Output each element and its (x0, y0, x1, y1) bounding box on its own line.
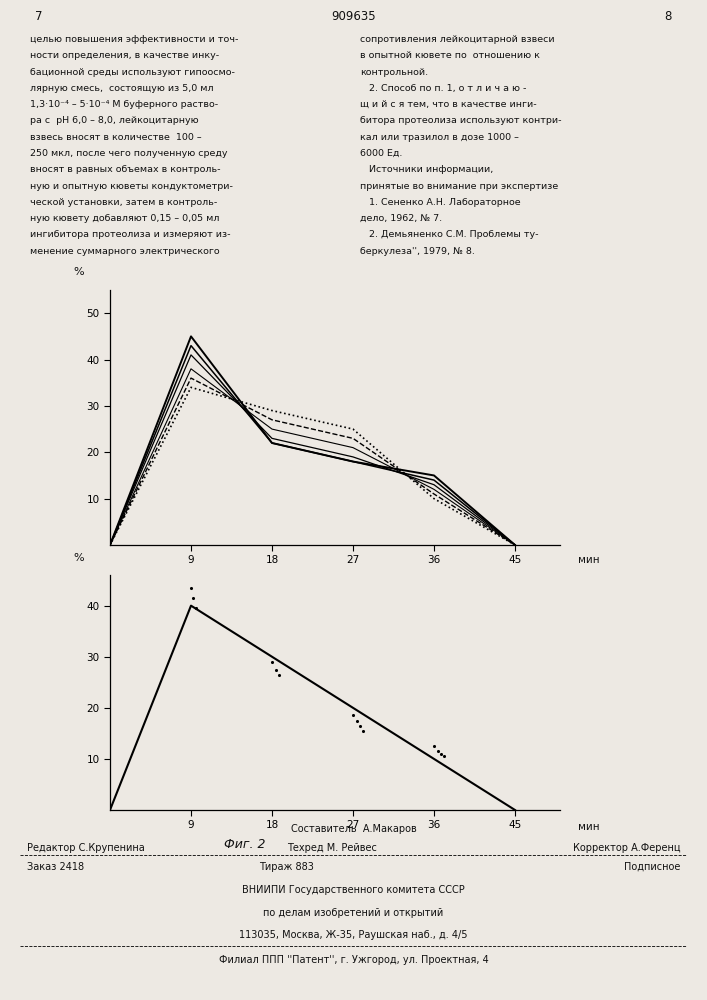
Point (274, 667, 285, 683)
Text: мин: мин (578, 555, 600, 565)
Text: ную кювету добавляют 0,15 – 0,05 мл: ную кювету добавляют 0,15 – 0,05 мл (30, 214, 219, 223)
Text: Корректор А.Ференц: Корректор А.Ференц (573, 843, 680, 853)
Point (185, 580, 197, 596)
Point (190, 600, 201, 616)
Text: лярную смесь,  состоящую из 5,0 мл: лярную смесь, состоящую из 5,0 мл (30, 84, 214, 93)
Point (187, 590, 199, 606)
Text: 113035, Москва, Ж-35, Раушская наб., д. 4/5: 113035, Москва, Ж-35, Раушская наб., д. … (239, 930, 468, 940)
Point (267, 654, 278, 670)
Point (357, 723, 368, 739)
Point (428, 738, 440, 754)
Text: ВНИИПИ Государственного комитета СССР: ВНИИПИ Государственного комитета СССР (242, 885, 465, 895)
Text: вносят в равных объемах в контроль-: вносят в равных объемах в контроль- (30, 165, 221, 174)
Text: Подписное: Подписное (624, 862, 680, 872)
Point (354, 718, 366, 734)
Text: 7: 7 (35, 10, 43, 23)
Text: сопротивления лейкоцитарной взвеси: сопротивления лейкоцитарной взвеси (360, 35, 554, 44)
Text: мин: мин (578, 822, 600, 832)
Text: 250 мкл, после чего полученную среду: 250 мкл, после чего полученную среду (30, 149, 228, 158)
Point (432, 743, 443, 759)
Text: принятые во внимание при экспертизе: принятые во внимание при экспертизе (360, 182, 559, 191)
Text: 1,3·10⁻⁴ – 5·10⁻⁴ М буферного раство-: 1,3·10⁻⁴ – 5·10⁻⁴ М буферного раство- (30, 100, 218, 109)
Text: взвесь вносят в количестве  100 –: взвесь вносят в количестве 100 – (30, 133, 201, 142)
Text: 909635: 909635 (331, 10, 376, 23)
Text: ра с  pH 6,0 – 8,0, лейкоцитарную: ра с pH 6,0 – 8,0, лейкоцитарную (30, 116, 199, 125)
Text: ности определения, в качестве инку-: ности определения, в качестве инку- (30, 51, 219, 60)
Text: дело, 1962, № 7.: дело, 1962, № 7. (360, 214, 442, 223)
Point (436, 746, 447, 762)
Text: менение суммарного электрического: менение суммарного электрического (30, 247, 220, 256)
Text: 2. Способ по п. 1, о т л и ч а ю -: 2. Способ по п. 1, о т л и ч а ю - (360, 84, 527, 93)
Text: кал или тразилол в дозе 1000 –: кал или тразилол в дозе 1000 – (360, 133, 519, 142)
Text: ингибитора протеолиза и измеряют из-: ингибитора протеолиза и измеряют из- (30, 230, 230, 239)
Text: 2. Демьяненко С.М. Проблемы ту-: 2. Демьяненко С.М. Проблемы ту- (360, 230, 539, 239)
Point (438, 748, 450, 764)
Text: ную и опытную кюветы кондуктометри-: ную и опытную кюветы кондуктометри- (30, 182, 233, 191)
Point (270, 662, 281, 678)
Text: Составитель  А.Макаров: Составитель А.Макаров (291, 824, 416, 834)
Text: %: % (74, 553, 84, 563)
Text: %: % (74, 267, 84, 277)
Text: Редактор С.Крупенина: Редактор С.Крупенина (27, 843, 144, 853)
Text: битора протеолиза используют контри-: битора протеолиза используют контри- (360, 116, 561, 125)
Text: 1. Сененко А.Н. Лабораторное: 1. Сененко А.Н. Лабораторное (360, 198, 520, 207)
Text: Фиг. 2: Фиг. 2 (224, 838, 266, 851)
Point (351, 713, 362, 729)
Text: в опытной кювете по  отношению к: в опытной кювете по отношению к (360, 51, 540, 60)
Text: бационной среды используют гипоосмо-: бационной среды используют гипоосмо- (30, 68, 235, 77)
Text: щ и й с я тем, что в качестве инги-: щ и й с я тем, что в качестве инги- (360, 100, 537, 109)
Text: 6000 Ед.: 6000 Ед. (360, 149, 402, 158)
Text: контрольной.: контрольной. (360, 68, 428, 77)
Point (347, 707, 358, 723)
Text: Заказ 2418: Заказ 2418 (27, 862, 84, 872)
Text: ческой установки, затем в контроль-: ческой установки, затем в контроль- (30, 198, 217, 207)
Text: Фиг. 1: Фиг. 1 (292, 576, 333, 589)
Text: Техред М. Рейвес: Техред М. Рейвес (287, 843, 377, 853)
Text: целью повышения эффективности и точ-: целью повышения эффективности и точ- (30, 35, 238, 44)
Text: Филиал ППП ''Патент'', г. Ужгород, ул. Проектная, 4: Филиал ППП ''Патент'', г. Ужгород, ул. П… (218, 955, 489, 965)
Text: по делам изобретений и открытий: по делам изобретений и открытий (264, 908, 443, 918)
Text: Источники информации,: Источники информации, (360, 165, 493, 174)
Text: беркулеза'', 1979, № 8.: беркулеза'', 1979, № 8. (360, 247, 475, 256)
Text: Тираж 883: Тираж 883 (259, 862, 314, 872)
Text: 8: 8 (665, 10, 672, 23)
